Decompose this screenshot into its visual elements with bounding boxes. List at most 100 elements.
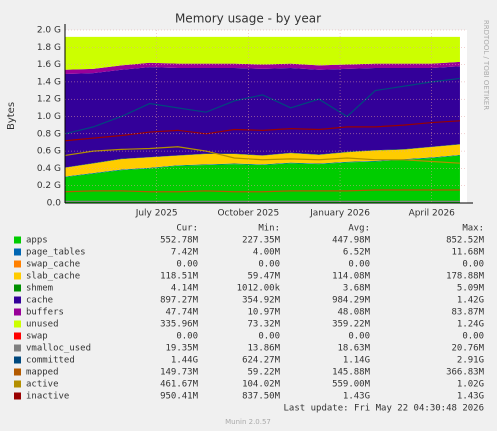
legend-value: 10.97M (247, 308, 280, 318)
legend-value: 11.68M (451, 248, 484, 258)
legend-value: 897.27M (160, 296, 199, 306)
legend-value: 335.96M (160, 320, 199, 330)
x-tick-label: October 2025 (217, 209, 279, 219)
legend-value: 1.44G (171, 356, 198, 366)
legend-label: vmalloc_used (26, 344, 91, 354)
area (65, 144, 460, 177)
legend-header: Cur: (176, 224, 198, 234)
legend-value: 48.08M (337, 308, 370, 318)
legend-label: buffers (26, 308, 64, 318)
y-tick-label: 1.6 G (37, 60, 61, 70)
y-tick-label: 1.0 G (37, 112, 61, 122)
legend-value: 118.51M (160, 272, 199, 282)
legend-value: 0.00 (176, 260, 198, 270)
y-tick-label: 0.2 G (37, 181, 61, 191)
legend-value: 2.91G (457, 356, 484, 366)
legend-value: 0.00 (258, 332, 280, 342)
legend-swatch (14, 368, 21, 376)
y-axis-label: Bytes (6, 102, 17, 130)
legend-value: 559.00M (332, 380, 371, 390)
legend-value: 1012.00k (237, 284, 281, 294)
legend-value: 447.98M (332, 236, 371, 246)
version: Munin 2.0.57 (225, 418, 271, 426)
y-tick-label: 0.4 G (37, 164, 61, 174)
legend-value: 149.73M (160, 368, 199, 378)
legend-value: 59.22M (247, 368, 280, 378)
legend-value: 6.52M (343, 248, 371, 258)
line (64, 120, 460, 142)
legend-value: 178.88M (446, 272, 485, 282)
legend-swatch (14, 356, 21, 364)
legend-value: 4.14M (171, 284, 199, 294)
legend-swatch (14, 236, 21, 244)
legend-value: 18.63M (337, 344, 370, 354)
area (65, 66, 460, 168)
y-tick-label: 1.8 G (37, 43, 61, 53)
legend-value: 20.76M (451, 344, 484, 354)
legend-value: 366.83M (446, 368, 485, 378)
legend-value: 73.32M (247, 320, 280, 330)
area (65, 155, 460, 203)
legend-swatch (14, 344, 21, 352)
x-tick-label: April 2026 (409, 209, 456, 219)
legend-value: 837.50M (242, 392, 281, 402)
line (64, 189, 460, 193)
legend-value: 0.00 (462, 260, 484, 270)
legend-value: 0.00 (176, 332, 198, 342)
legend-label: swap (26, 332, 48, 342)
y-tick-label: 0.8 G (37, 129, 61, 139)
y-tick-label: 1.2 G (37, 95, 61, 105)
legend-value: 83.87M (451, 308, 484, 318)
legend-label: unused (26, 320, 59, 330)
legend-label: slab_cache (26, 272, 80, 282)
legend-value: 0.00 (462, 332, 484, 342)
legend-value: 0.00 (348, 332, 370, 342)
legend-value: 3.68M (343, 284, 371, 294)
legend-swatch (14, 308, 21, 316)
legend-label: shmem (26, 284, 53, 294)
legend-header: Min: (258, 224, 280, 234)
area (65, 61, 460, 75)
legend-swatch (14, 260, 21, 268)
legend-label: mapped (26, 368, 59, 378)
legend-label: cache (26, 296, 53, 306)
legend-label: apps (26, 236, 48, 246)
legend-value: 5.09M (457, 284, 485, 294)
legend-value: 624.27M (242, 356, 281, 366)
legend-swatch (14, 392, 21, 400)
legend-value: 984.29M (332, 296, 371, 306)
y-tick-label: 1.4 G (37, 77, 61, 87)
y-tick-label: 0.6 G (37, 147, 61, 157)
legend-label: swap_cache (26, 260, 80, 270)
legend-swatch (14, 284, 21, 292)
last-update: Last update: Fri May 22 04:30:48 2026 (284, 404, 484, 414)
legend-value: 1.24G (457, 320, 484, 330)
legend-value: 114.08M (332, 272, 371, 282)
legend-value: 461.67M (160, 380, 199, 390)
x-tick-label: July 2025 (135, 209, 178, 219)
legend-value: 13.86M (247, 344, 280, 354)
legend-value: 104.02M (242, 380, 281, 390)
legend-header: Avg: (348, 224, 370, 234)
legend-value: 0.00 (348, 260, 370, 270)
legend-label: inactive (26, 392, 69, 402)
legend-swatch (14, 272, 21, 280)
legend-value: 0.00 (258, 260, 280, 270)
legend-value: 7.42M (171, 248, 199, 258)
legend-swatch (14, 248, 21, 256)
legend-value: 19.35M (165, 344, 198, 354)
legend-swatch (14, 332, 21, 340)
legend-swatch (14, 380, 21, 388)
legend-value: 1.02G (457, 380, 484, 390)
area (65, 36, 460, 70)
legend-value: 1.43G (457, 392, 484, 402)
legend-value: 1.43G (343, 392, 370, 402)
legend-label: committed (26, 356, 75, 366)
line (64, 77, 461, 135)
legend-value: 59.47M (247, 272, 280, 282)
legend-value: 47.74M (165, 308, 198, 318)
legend-header: Max: (462, 224, 484, 234)
chart-title: Memory usage - by year (175, 12, 321, 26)
legend-swatch (14, 320, 21, 328)
